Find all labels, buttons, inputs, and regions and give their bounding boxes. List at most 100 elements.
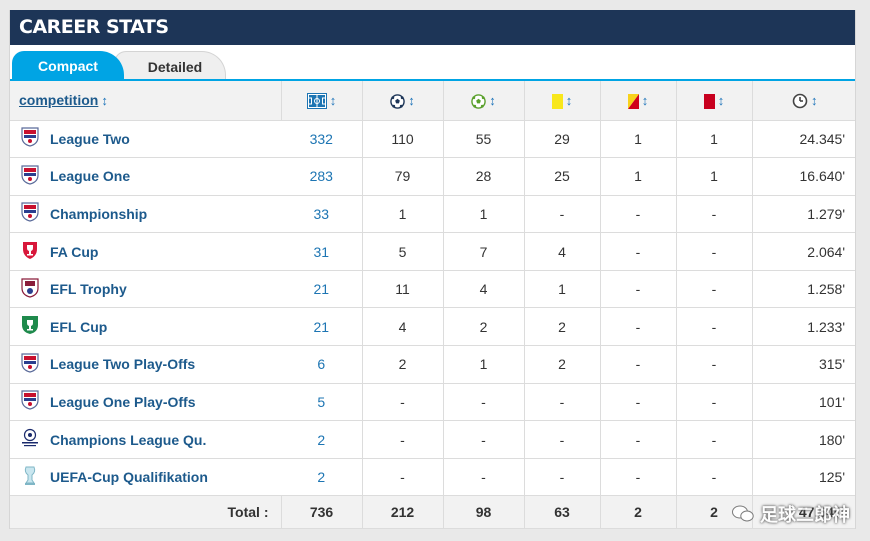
minutes-cell: 101': [752, 383, 855, 422]
minutes-cell: 2.064': [752, 232, 855, 271]
sort-arrows-icon[interactable]: ↕: [329, 92, 337, 108]
appearances-cell[interactable]: 2: [281, 458, 363, 497]
competition-name-cell: UEFA-Cup Qualifikation: [50, 458, 281, 497]
competition-link[interactable]: League One: [50, 168, 131, 185]
second-yellow-column-header[interactable]: ↕: [600, 81, 677, 121]
table-row: EFL Trophy 21 11 4 1- -1.258': [10, 270, 855, 309]
second-yellow-cell: -: [600, 307, 677, 347]
assists-cell: 1: [443, 195, 525, 234]
watermark-text: 足球二郎神: [760, 505, 850, 525]
appearances-cell[interactable]: 332: [281, 120, 363, 159]
red-cards-cell: -: [676, 420, 753, 459]
second-yellow-cell: 1: [600, 157, 677, 196]
appearances-cell[interactable]: 6: [281, 345, 363, 384]
appearances-cell[interactable]: 5: [281, 383, 363, 422]
red-cards-cell: -: [676, 383, 753, 422]
competition-name-cell: EFL Cup: [50, 307, 281, 347]
competition-link[interactable]: League One Play-Offs: [50, 393, 196, 410]
competition-link[interactable]: League Two: [50, 130, 130, 147]
sort-arrows-icon[interactable]: ↕: [641, 92, 649, 108]
goals-cell: 1: [362, 195, 444, 234]
second-yellow-card-icon: [627, 93, 639, 109]
competition-link[interactable]: Champions League Qu.: [50, 431, 207, 448]
sort-arrows-icon[interactable]: ↕: [408, 92, 415, 108]
yellow-cards-cell: -: [524, 383, 601, 422]
appearances-cell[interactable]: 21: [281, 270, 363, 309]
competition-crest-cell: [10, 420, 50, 459]
second-yellow-cell: -: [600, 345, 677, 384]
competition-link[interactable]: Championship: [50, 205, 148, 222]
minutes-column-header[interactable]: ↕: [752, 81, 855, 121]
tab-underline: [10, 79, 855, 81]
efl-crest-icon: [21, 390, 39, 413]
appearances-column-header[interactable]: ↕: [281, 81, 363, 121]
red-card-icon: [703, 93, 715, 109]
sort-arrows-icon[interactable]: ↕: [489, 92, 496, 108]
assists-cell: 1: [443, 345, 525, 384]
competition-crest-cell: [10, 270, 50, 309]
goals-cell: 5: [362, 232, 444, 271]
appearances-cell[interactable]: 21: [281, 307, 363, 347]
second-yellow-cell: -: [600, 270, 677, 309]
yellow-cards-cell: 2: [524, 345, 601, 384]
second-yellow-cell: -: [600, 232, 677, 271]
sort-arrows-icon[interactable]: ↕: [101, 93, 108, 109]
yellow-cards-cell: -: [524, 420, 601, 459]
assists-column-header[interactable]: ↕: [443, 81, 525, 121]
competition-crest-cell: [10, 120, 50, 159]
goals-cell: 11: [362, 270, 444, 309]
red-cards-cell: -: [676, 232, 753, 271]
red-cards-column-header[interactable]: ↕: [676, 81, 753, 121]
goals-column-header[interactable]: ↕: [362, 81, 444, 121]
goals-cell: 4: [362, 307, 444, 347]
yellow-cards-cell: 1: [524, 270, 601, 309]
appearances-cell[interactable]: 33: [281, 195, 363, 234]
total-label: Total :: [10, 495, 282, 529]
tab-compact[interactable]: Compact: [12, 51, 124, 81]
tab-detailed[interactable]: Detailed: [114, 51, 226, 81]
assists-ball-icon: [471, 93, 487, 109]
competition-link[interactable]: FA Cup: [50, 243, 99, 260]
competition-crest-cell: [10, 195, 50, 234]
yellow-cards-column-header[interactable]: ↕: [524, 81, 601, 121]
competition-name-cell: League Two: [50, 120, 281, 159]
competition-link[interactable]: UEFA-Cup Qualifikation: [50, 469, 208, 486]
goals-cell: 2: [362, 345, 444, 384]
red-cards-cell: -: [676, 270, 753, 309]
minutes-cell: 180': [752, 420, 855, 459]
second-yellow-cell: -: [600, 458, 677, 497]
totals-row: Total : 736 212 98 63 2 2 47.540': [10, 495, 855, 529]
pitch-appearances-icon: [306, 92, 327, 109]
second-yellow-cell: -: [600, 420, 677, 459]
assists-cell: 7: [443, 232, 525, 271]
goals-cell: -: [362, 420, 444, 459]
total-yellow-cards: 63: [524, 495, 601, 529]
stats-table: competition ↕ ↕: [10, 81, 855, 529]
yellow-cards-cell: 4: [524, 232, 601, 271]
career-stats-card: CAREER STATS Compact Detailed competitio…: [9, 10, 856, 529]
yellow-cards-cell: 2: [524, 307, 601, 347]
table-row: League One Play-Offs 5- - - - -101': [10, 383, 855, 422]
table-row: Championship 33 1 1- - -1.279': [10, 195, 855, 234]
table-row: League Two Play-Offs 6 2 1 2- -315': [10, 345, 855, 384]
sort-arrows-icon[interactable]: ↕: [717, 92, 725, 108]
minutes-cell: 16.640': [752, 157, 855, 196]
competition-column-header[interactable]: competition ↕: [10, 81, 282, 121]
competition-name-cell: League One: [50, 157, 281, 196]
sort-arrows-icon[interactable]: ↕: [565, 92, 573, 108]
table-row: EFL Cup 21 4 2 2- -1.233': [10, 307, 855, 347]
competition-sort-label[interactable]: competition: [19, 92, 99, 109]
table-row: FA Cup 31 5 7 4- -2.064': [10, 232, 855, 271]
appearances-cell[interactable]: 2: [281, 420, 363, 459]
competition-link[interactable]: EFL Trophy: [50, 281, 127, 298]
yellow-cards-cell: -: [524, 195, 601, 234]
sort-arrows-icon[interactable]: ↕: [811, 92, 818, 108]
competition-link[interactable]: EFL Cup: [50, 318, 108, 335]
uefa-cup-crest-icon: [22, 466, 38, 489]
appearances-cell[interactable]: 283: [281, 157, 363, 196]
total-second-yellow: 2: [600, 495, 677, 529]
competition-link[interactable]: League Two Play-Offs: [50, 356, 196, 373]
table-row: Champions League Qu. 2- - - - -180': [10, 420, 855, 459]
appearances-cell[interactable]: 31: [281, 232, 363, 271]
red-cards-cell: -: [676, 195, 753, 234]
